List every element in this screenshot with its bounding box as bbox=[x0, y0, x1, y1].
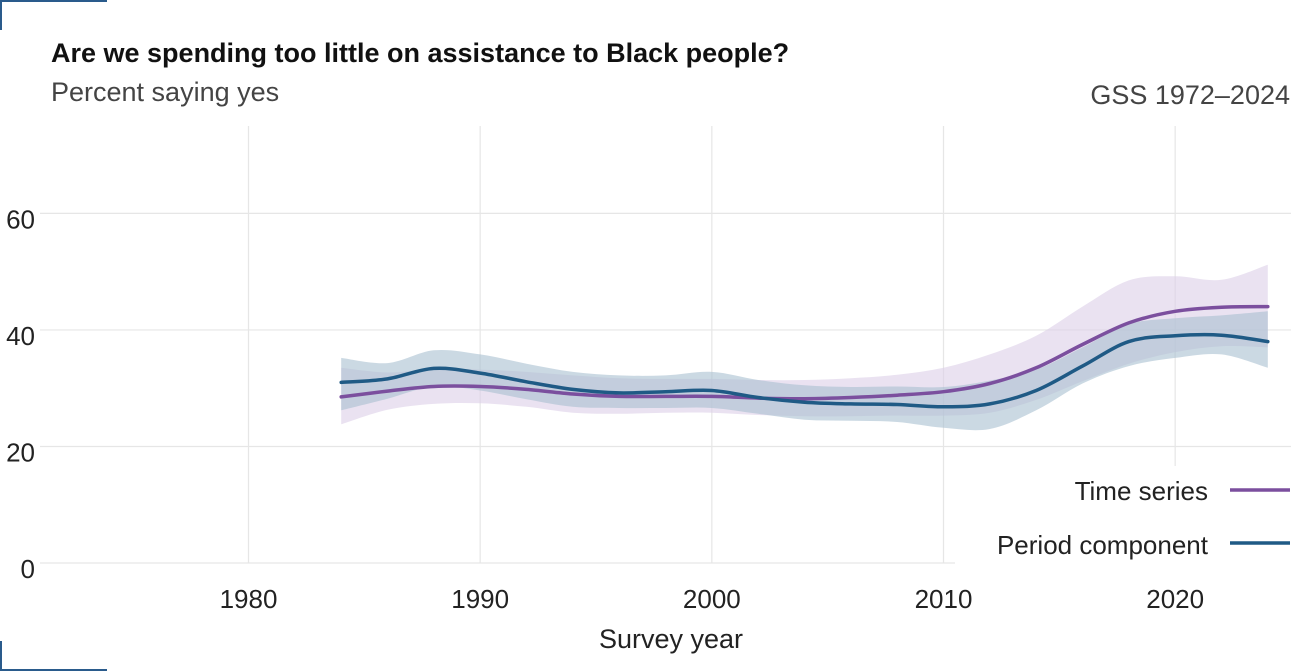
x-axis-label: Survey year bbox=[599, 624, 743, 654]
x-tick-label-2010: 2010 bbox=[915, 584, 973, 614]
corner-bracket-bottom-left bbox=[0, 641, 107, 671]
x-tick-label-2020: 2020 bbox=[1146, 584, 1204, 614]
y-tick-label-0: 0 bbox=[21, 554, 35, 584]
confidence-bands bbox=[341, 264, 1268, 431]
chart-subtitle: Percent saying yes bbox=[51, 77, 279, 107]
band-period-component bbox=[341, 311, 1268, 431]
y-tick-label-40: 40 bbox=[6, 321, 35, 351]
axis-ticks: 1980 1990 2000 2010 2020 0 20 40 60 bbox=[6, 204, 1204, 614]
legend-background bbox=[955, 466, 1291, 572]
x-tick-label-1980: 1980 bbox=[220, 584, 278, 614]
y-tick-label-60: 60 bbox=[6, 204, 35, 234]
chart-title: Are we spending too little on assistance… bbox=[51, 38, 789, 68]
series-lines bbox=[339, 304, 1270, 409]
line-period-component bbox=[339, 332, 1270, 409]
legend: Time series Period component bbox=[997, 476, 1290, 560]
x-tick-label-2000: 2000 bbox=[683, 584, 741, 614]
chart-source: GSS 1972–2024 bbox=[1090, 80, 1290, 110]
grid-lines bbox=[40, 126, 1291, 564]
y-tick-label-20: 20 bbox=[6, 437, 35, 467]
line-time-series bbox=[339, 304, 1270, 401]
corner-bracket-top-left bbox=[0, 0, 107, 30]
legend-label-period-component: Period component bbox=[997, 530, 1209, 560]
legend-label-time-series: Time series bbox=[1075, 476, 1208, 506]
x-tick-label-1990: 1990 bbox=[451, 584, 509, 614]
